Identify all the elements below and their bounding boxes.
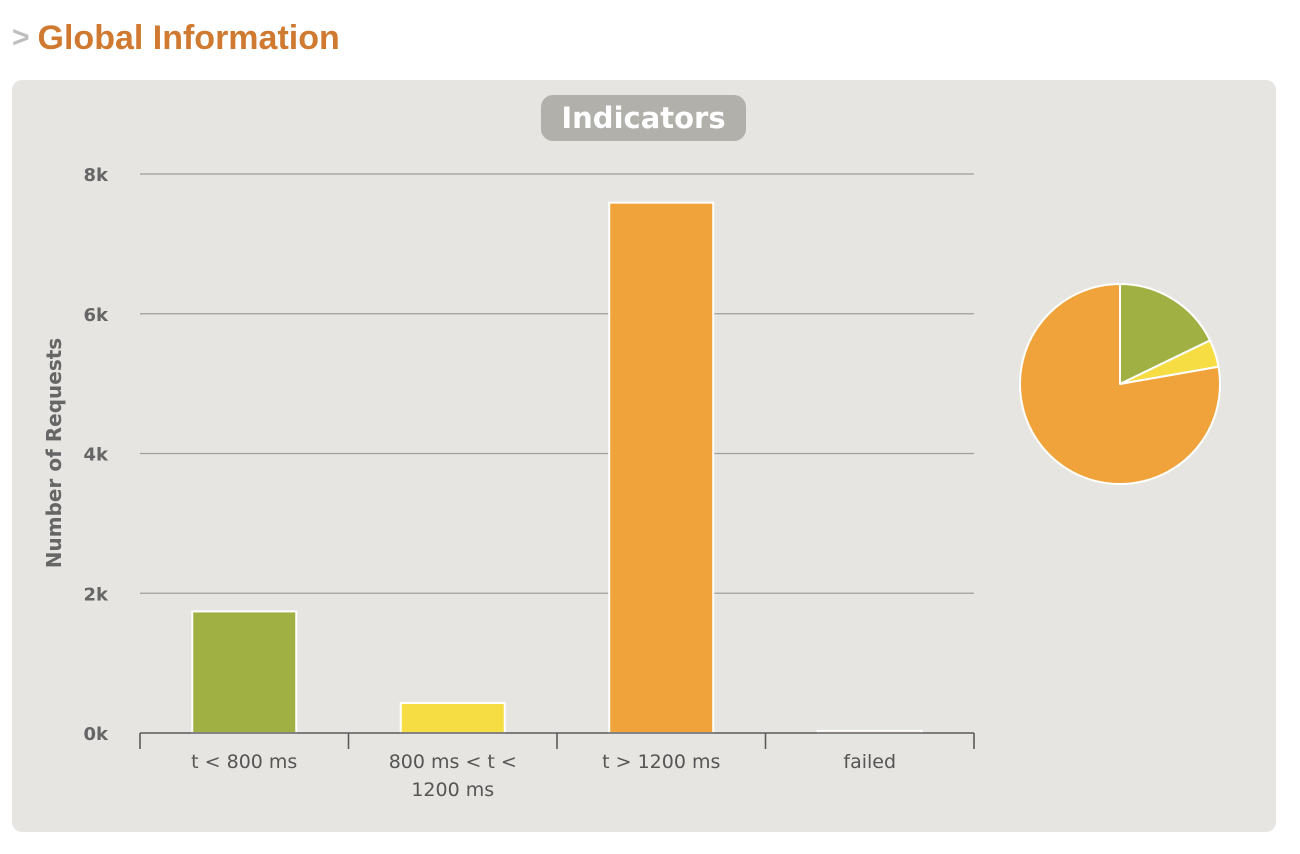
bar: [399, 701, 506, 734]
x-category-label: t > 1200 ms: [602, 751, 720, 773]
bar: [608, 201, 715, 734]
y-tick-label: 8k: [84, 165, 110, 186]
y-tick-label: 6k: [84, 305, 110, 326]
x-category-label: 800 ms < t <: [389, 751, 517, 773]
y-tick-label: 4k: [84, 445, 110, 466]
chart-title: Indicators: [541, 95, 746, 141]
y-tick-label: 0k: [84, 724, 110, 745]
pie-slice: [1119, 283, 1212, 385]
x-category-label: t < 800 ms: [191, 751, 297, 773]
section-header: > Global Information: [12, 16, 340, 60]
x-category-label: 1200 ms: [411, 779, 494, 801]
bar: [191, 610, 298, 734]
section-title: Global Information: [37, 19, 340, 57]
y-tick-label: 2k: [84, 584, 110, 605]
chevron-right-icon: >: [12, 21, 30, 54]
pie-slice: [1018, 283, 1221, 485]
x-category-label: failed: [843, 751, 896, 773]
